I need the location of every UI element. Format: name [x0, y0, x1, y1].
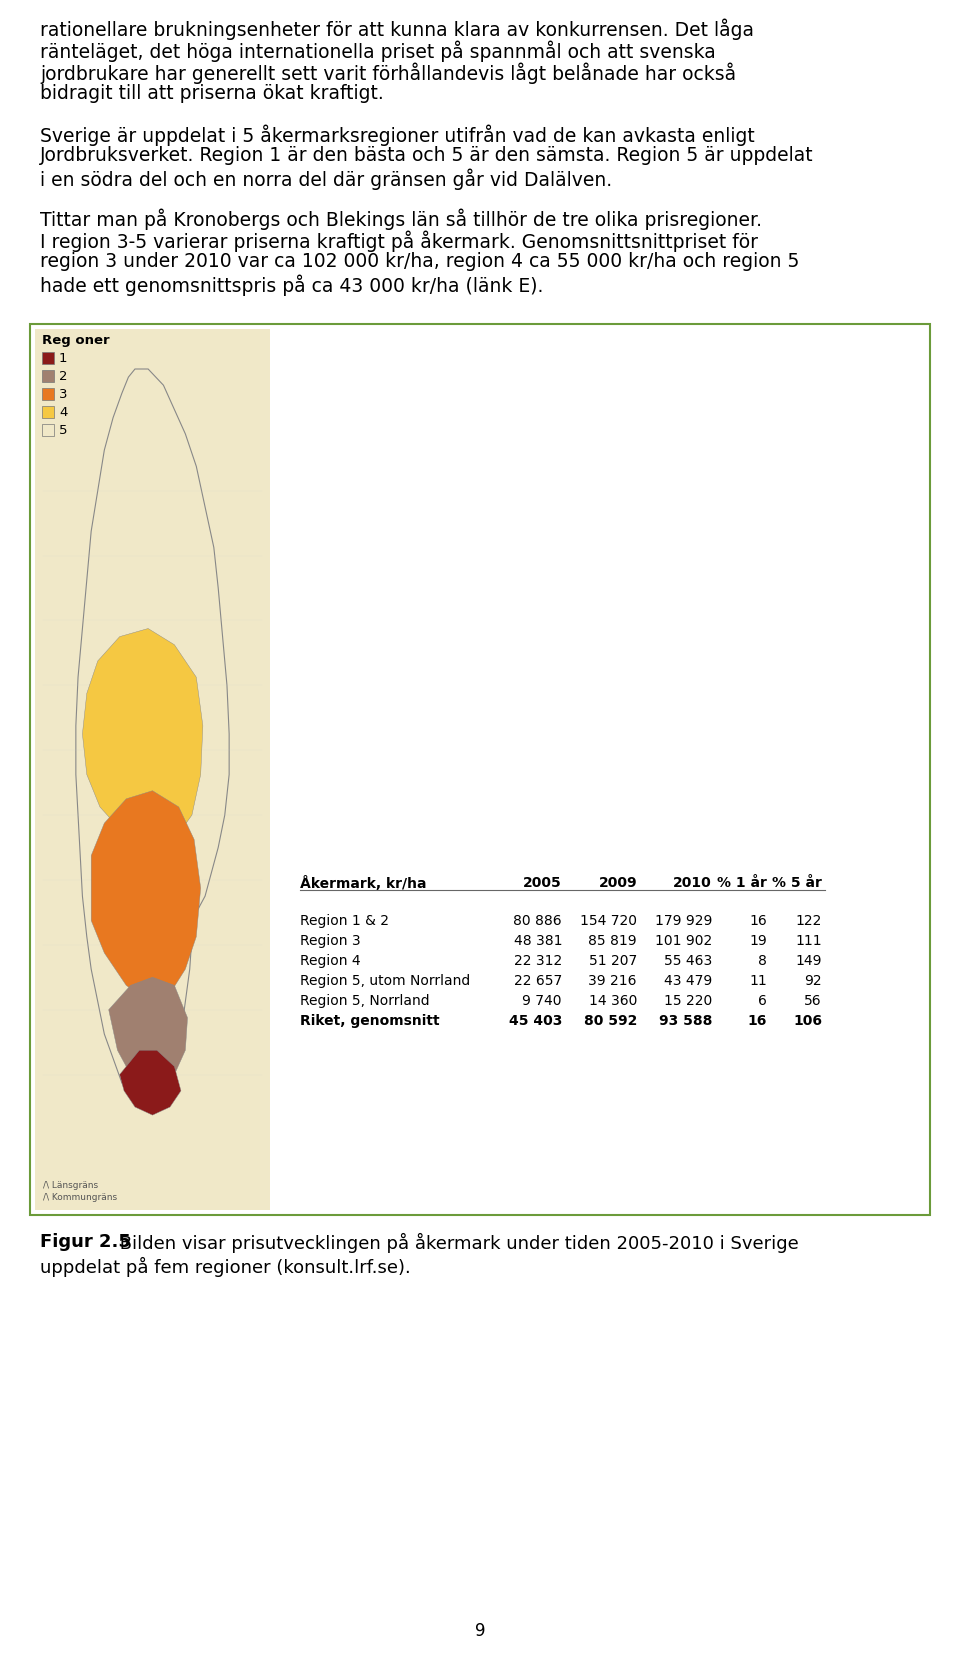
- Bar: [42, 424, 54, 435]
- Text: Region 4: Region 4: [300, 954, 361, 969]
- Text: 22 657: 22 657: [514, 974, 562, 989]
- Text: 55 463: 55 463: [663, 954, 712, 969]
- Text: 179 929: 179 929: [655, 914, 712, 929]
- Text: 1: 1: [59, 352, 67, 365]
- Text: 2009: 2009: [598, 876, 637, 891]
- Text: 2010: 2010: [673, 876, 712, 891]
- Text: 154 720: 154 720: [580, 914, 637, 929]
- Text: 15 220: 15 220: [663, 994, 712, 1009]
- Text: 2: 2: [59, 370, 67, 382]
- Text: hade ett genomsnittspris på ca 43 000 kr/ha (länk E).: hade ett genomsnittspris på ca 43 000 kr…: [40, 274, 543, 295]
- Text: 80 592: 80 592: [584, 1014, 637, 1029]
- Bar: [42, 352, 54, 364]
- Bar: [35, 329, 270, 1209]
- Text: 4: 4: [59, 405, 67, 419]
- Text: % 1 år: % 1 år: [717, 876, 767, 891]
- Text: Riket, genomsnitt: Riket, genomsnitt: [300, 1014, 440, 1029]
- Text: 9 740: 9 740: [522, 994, 562, 1009]
- Text: 8: 8: [758, 954, 767, 969]
- Text: 56: 56: [804, 994, 822, 1009]
- Text: I region 3-5 varierar priserna kraftigt på åkermark. Genomsnittsnittpriset för: I region 3-5 varierar priserna kraftigt …: [40, 230, 758, 252]
- Text: Sverige är uppdelat i 5 åkermarksregioner utifrån vad de kan avkasta enligt: Sverige är uppdelat i 5 åkermarksregione…: [40, 123, 755, 145]
- Text: uppdelat på fem regioner (konsult.lrf.se).: uppdelat på fem regioner (konsult.lrf.se…: [40, 1258, 411, 1278]
- Text: 43 479: 43 479: [663, 974, 712, 989]
- Text: 48 381: 48 381: [514, 934, 562, 949]
- Text: 51 207: 51 207: [588, 954, 637, 969]
- Text: 85 819: 85 819: [588, 934, 637, 949]
- Text: 93 588: 93 588: [659, 1014, 712, 1029]
- Text: 149: 149: [796, 954, 822, 969]
- Bar: [42, 370, 54, 382]
- Bar: [30, 324, 930, 1214]
- Text: Region 1 & 2: Region 1 & 2: [300, 914, 389, 929]
- Text: 11: 11: [749, 974, 767, 989]
- Text: 92: 92: [804, 974, 822, 989]
- Text: 22 312: 22 312: [514, 954, 562, 969]
- Polygon shape: [108, 977, 187, 1083]
- Text: 80 886: 80 886: [514, 914, 562, 929]
- Text: 14 360: 14 360: [588, 994, 637, 1009]
- Text: 9: 9: [475, 1621, 485, 1640]
- Text: region 3 under 2010 var ca 102 000 kr/ha, region 4 ca 55 000 kr/ha och region 5: region 3 under 2010 var ca 102 000 kr/ha…: [40, 252, 800, 270]
- Text: Reg oner: Reg oner: [42, 334, 109, 347]
- Text: /\ Länsgräns
/\ Kommungräns: /\ Länsgräns /\ Kommungräns: [43, 1181, 117, 1203]
- Text: jordbrukare har generellt sett varit förhållandevis lågt belånade har också: jordbrukare har generellt sett varit för…: [40, 62, 736, 83]
- Bar: [42, 389, 54, 400]
- Polygon shape: [76, 369, 229, 1108]
- Polygon shape: [91, 791, 201, 1001]
- Text: Region 3: Region 3: [300, 934, 361, 949]
- Polygon shape: [83, 629, 203, 847]
- Text: 106: 106: [793, 1014, 822, 1029]
- Text: 3: 3: [59, 387, 67, 400]
- Text: 16: 16: [749, 914, 767, 929]
- Text: 2005: 2005: [523, 876, 562, 891]
- Text: i en södra del och en norra del där gränsen går vid Dalälven.: i en södra del och en norra del där grän…: [40, 168, 612, 190]
- Text: rationellare brukningsenheter för att kunna klara av konkurrensen. Det låga: rationellare brukningsenheter för att ku…: [40, 18, 754, 40]
- Text: 39 216: 39 216: [588, 974, 637, 989]
- Text: 111: 111: [796, 934, 822, 949]
- Text: 122: 122: [796, 914, 822, 929]
- Polygon shape: [120, 1051, 181, 1116]
- Text: 19: 19: [749, 934, 767, 949]
- Text: Region 5, utom Norrland: Region 5, utom Norrland: [300, 974, 470, 989]
- Text: % 5 år: % 5 år: [772, 876, 822, 891]
- Text: Region 5, Norrland: Region 5, Norrland: [300, 994, 430, 1009]
- Text: Tittar man på Kronobergs och Blekings län så tillhör de tre olika prisregioner.: Tittar man på Kronobergs och Blekings lä…: [40, 208, 762, 230]
- Text: Jordbruksverket. Region 1 är den bästa och 5 är den sämsta. Region 5 är uppdelat: Jordbruksverket. Region 1 är den bästa o…: [40, 147, 814, 165]
- Text: bidragit till att priserna ökat kraftigt.: bidragit till att priserna ökat kraftigt…: [40, 83, 384, 103]
- Bar: [42, 405, 54, 419]
- Text: Bilden visar prisutvecklingen på åkermark under tiden 2005-2010 i Sverige: Bilden visar prisutvecklingen på åkermar…: [114, 1233, 799, 1253]
- Text: Åkermark, kr/ha: Åkermark, kr/ha: [300, 876, 426, 891]
- Text: 5: 5: [59, 424, 67, 437]
- Text: Figur 2.5: Figur 2.5: [40, 1233, 131, 1251]
- Text: 101 902: 101 902: [655, 934, 712, 949]
- Text: 16: 16: [748, 1014, 767, 1029]
- Text: 6: 6: [758, 994, 767, 1009]
- Text: 45 403: 45 403: [509, 1014, 562, 1029]
- Text: ränteläget, det höga internationella priset på spannmål och att svenska: ränteläget, det höga internationella pri…: [40, 40, 716, 62]
